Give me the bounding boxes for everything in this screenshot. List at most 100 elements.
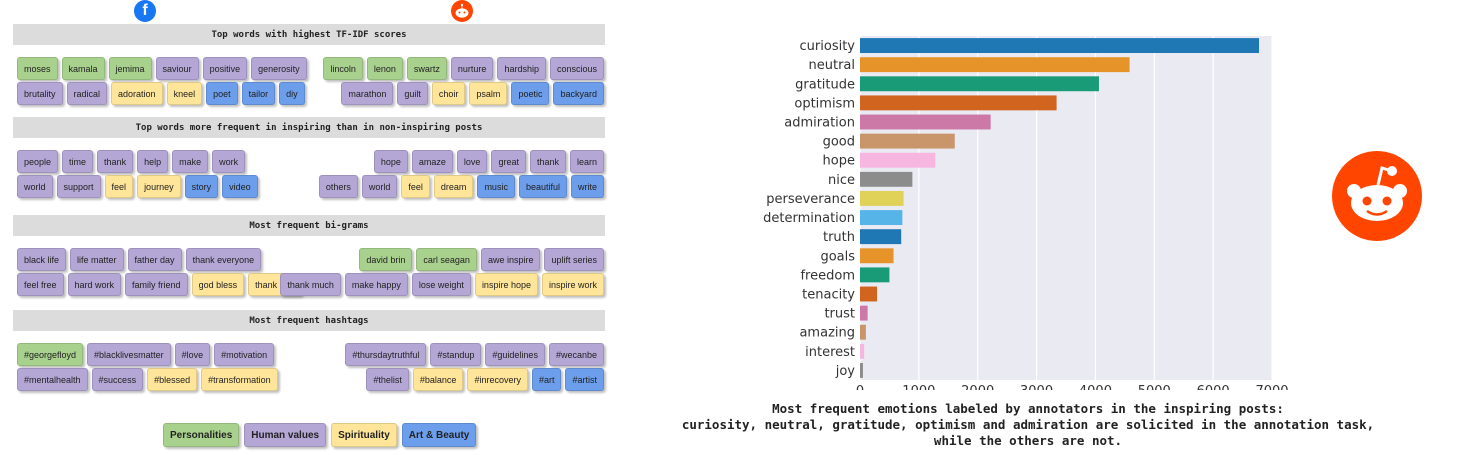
keyword-tag: #standup <box>430 343 482 366</box>
keyword-tag: others <box>318 175 358 198</box>
reddit-tag-row: others world feel dream music beautiful write <box>318 175 604 198</box>
y-tick-label: interest <box>805 345 855 360</box>
y-tick-label: freedom <box>800 268 855 283</box>
bar-curiosity <box>860 38 1260 54</box>
keyword-tag: feel <box>104 175 134 198</box>
x-tick-label: 6000 <box>1197 384 1230 390</box>
keyword-tag: love <box>456 150 488 173</box>
y-tick-label: admiration <box>784 116 855 131</box>
section-title: Top words more frequent in inspiring tha… <box>13 117 605 138</box>
keyword-tag: lincoln <box>323 57 363 80</box>
y-tick-label: hope <box>823 154 855 169</box>
bar-nice <box>860 171 913 187</box>
keyword-tag: poetic <box>511 82 550 105</box>
facebook-tag-row: black life life matter father day thank eve… <box>17 248 262 271</box>
reddit-tag-row: david brin carl seagan awe inspire uplift s… <box>359 248 604 271</box>
keyword-tag: conscious <box>549 57 604 80</box>
keyword-tag: life matter <box>70 248 124 271</box>
keyword-tag: david brin <box>359 248 413 271</box>
keyword-tag: inspire work <box>541 273 604 296</box>
bar-interest <box>860 343 865 359</box>
keyword-tag: thank <box>529 150 566 173</box>
caption-line: while the others are not. <box>933 433 1123 448</box>
bar-joy <box>860 362 863 378</box>
legend-item-hum: Human values <box>244 423 327 447</box>
bar-freedom <box>860 267 890 283</box>
facebook-icon: f <box>134 0 156 22</box>
keyword-tag: #art <box>531 368 562 391</box>
bar-trust <box>860 305 868 321</box>
keyword-tag: inspire hope <box>474 273 538 296</box>
facebook-tag-row: #georgefloyd #blacklivesmatter #love #motiv… <box>17 343 275 366</box>
reddit-icon <box>451 0 473 22</box>
keyword-tag: journey <box>137 175 181 198</box>
x-tick-label: 3000 <box>1020 384 1053 390</box>
keyword-tag: kamala <box>61 57 105 80</box>
keyword-tag: make happy <box>344 273 408 296</box>
keyword-tag: #wecanbe <box>548 343 604 366</box>
keyword-tag: #love <box>174 343 211 366</box>
bar-gratitude <box>860 76 1099 92</box>
facebook-tag-row: people time thank help make work <box>17 150 246 173</box>
x-tick-label: 1000 <box>902 384 935 390</box>
bar-truth <box>860 229 902 245</box>
keyword-tag: #transformation <box>201 368 278 391</box>
y-tick-label: neutral <box>809 58 856 73</box>
y-tick-label: determination <box>763 211 855 226</box>
y-tick-label: perseverance <box>766 192 855 207</box>
section-title: Most frequent hashtags <box>13 310 605 331</box>
keyword-tag: #guidelines <box>485 343 545 366</box>
bar-hope <box>860 152 936 168</box>
bar-tenacity <box>860 286 878 302</box>
keyword-tag: beautiful <box>518 175 567 198</box>
legend-item-spi: Spirituality <box>331 423 397 447</box>
keyword-tag: thank <box>97 150 134 173</box>
legend-item-art: Art & Beauty <box>401 423 477 447</box>
facebook-tag-row: #mentalhealth #success #blessed #transforma… <box>17 368 278 391</box>
bar-perseverance <box>860 190 904 206</box>
category-legend: Personalities Human values Spirituality Art… <box>163 423 477 447</box>
keyword-tag: jemima <box>108 57 152 80</box>
keyword-tag: learn <box>569 150 604 173</box>
keyword-tag: hard work <box>67 273 122 296</box>
legend-item-pers: Personalities <box>163 423 240 447</box>
keyword-tag: moses <box>17 57 58 80</box>
y-tick-label: truth <box>823 230 855 245</box>
keyword-tag: poet <box>206 82 238 105</box>
reddit-tag-row: lincoln lenon swartz nurture hardship conscio… <box>323 57 604 80</box>
keyword-tag: #thursdaytruthful <box>345 343 427 366</box>
keyword-tag: help <box>137 150 169 173</box>
keyword-tag: hardship <box>497 57 546 80</box>
chart-caption: Most frequent emotions labeled by annota… <box>610 401 1446 449</box>
keyword-tag: adoration <box>111 82 163 105</box>
reddit-tag-row: thank much make happy lose weight inspire h… <box>280 273 604 296</box>
bar-admiration <box>860 114 991 130</box>
keyword-panel: f Top words with highest TF-IDF scores mo… <box>0 0 620 455</box>
keyword-tag: father day <box>127 248 182 271</box>
bar-amazing <box>860 324 866 340</box>
keyword-tag: video <box>222 175 258 198</box>
x-tick-label: 5000 <box>1138 384 1171 390</box>
keyword-tag: positive <box>202 57 248 80</box>
x-tick-label: 4000 <box>1079 384 1112 390</box>
reddit-logo <box>1332 151 1422 241</box>
keyword-tag: write <box>570 175 604 198</box>
keyword-tag: awe inspire <box>480 248 541 271</box>
keyword-tag: kneel <box>166 82 203 105</box>
y-tick-label: trust <box>824 307 855 322</box>
keyword-tag: #mentalhealth <box>17 368 88 391</box>
keyword-tag: people <box>17 150 59 173</box>
caption-line: Most frequent emotions labeled by annota… <box>772 401 1284 416</box>
keyword-tag: family friend <box>125 273 188 296</box>
reddit-tag-row: #thursdaytruthful #standup #guidelines #wec… <box>345 343 604 366</box>
keyword-tag: amaze <box>411 150 453 173</box>
x-tick-label: 7000 <box>1255 384 1288 390</box>
keyword-tag: #success <box>91 368 144 391</box>
keyword-tag: lose weight <box>411 273 471 296</box>
keyword-tag: music <box>477 175 515 198</box>
reddit-tag-row: hope amaze love great thank learn <box>373 150 604 173</box>
caption-line: curiosity, neutral, gratitude, optimism … <box>681 417 1375 432</box>
y-tick-label: curiosity <box>800 39 856 54</box>
keyword-tag: marathon <box>341 82 394 105</box>
keyword-tag: swartz <box>406 57 447 80</box>
